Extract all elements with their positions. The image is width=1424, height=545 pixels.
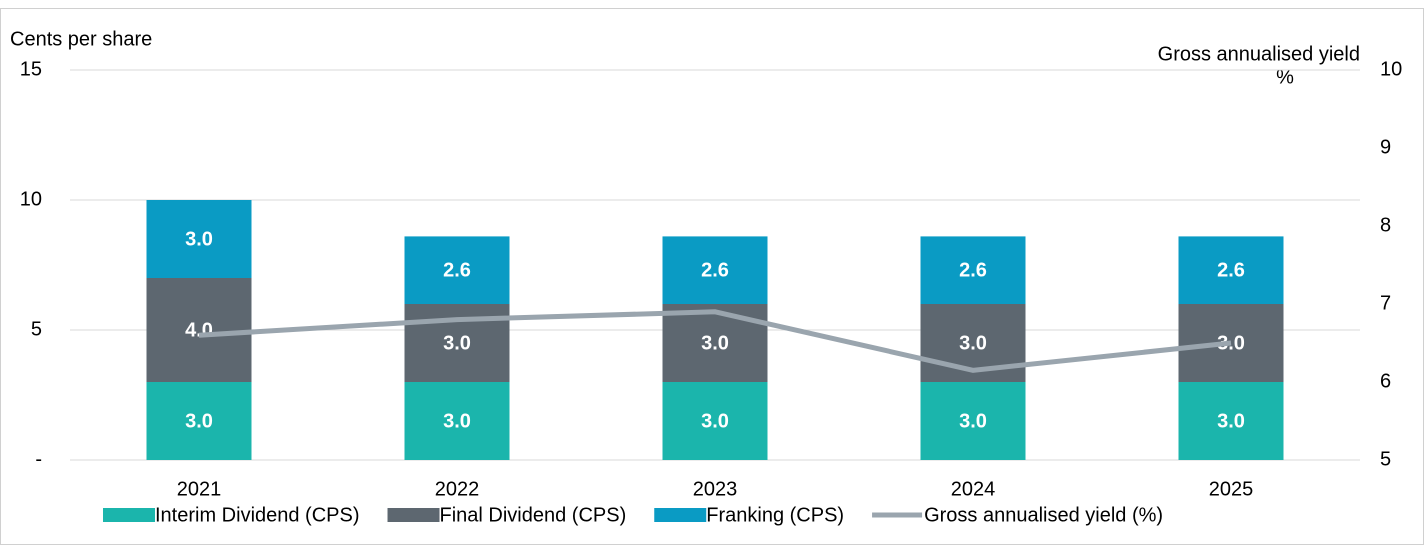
bar-segment (1178, 382, 1284, 460)
value-label: 4.0 (185, 319, 213, 341)
bar-segment (920, 382, 1026, 460)
value-label: 2.6 (443, 259, 471, 281)
value-label: 3.0 (185, 410, 213, 432)
value-label: 2.6 (701, 259, 729, 281)
value-label: 3.0 (701, 332, 729, 354)
legend-swatch (387, 508, 440, 522)
value-label: 3.0 (443, 410, 471, 432)
value-label: 3.0 (185, 228, 213, 250)
value-label: 3.0 (959, 410, 987, 432)
bar-segment (146, 382, 252, 460)
bar-segment (920, 236, 1026, 304)
bar-segment (662, 304, 768, 382)
y-tick-label: 10 (20, 188, 42, 210)
y2-axis-unit: % (1276, 66, 1294, 88)
legend-swatch (654, 508, 707, 522)
y-tick-label: 5 (31, 318, 42, 340)
value-label: 2.6 (959, 259, 987, 281)
x-tick-label: 2025 (1209, 478, 1254, 500)
y2-tick-label: 10 (1380, 58, 1402, 80)
y-tick-label: 15 (20, 58, 42, 80)
yield-line (198, 309, 1232, 373)
y2-axis-title: Gross annualised yield (1158, 43, 1360, 65)
x-tick-label: 2021 (177, 478, 222, 500)
y2-tick-label: 8 (1380, 214, 1391, 236)
legend-swatch (103, 508, 155, 522)
bar-segment (662, 382, 768, 460)
value-label: 3.0 (959, 332, 987, 354)
x-tick-label: 2024 (951, 478, 996, 500)
x-tick-label: 2023 (693, 478, 738, 500)
legend-label: Franking (CPS) (706, 504, 844, 526)
y-tick-label: - (35, 448, 42, 470)
bar-segment (404, 236, 510, 304)
y2-tick-label: 7 (1380, 292, 1391, 314)
value-label: 3.0 (701, 410, 729, 432)
value-label: 3.0 (443, 332, 471, 354)
legend-label: Gross annualised yield (%) (924, 504, 1163, 526)
value-label: 2.6 (1217, 259, 1245, 281)
y-axis-title: Cents per share (10, 28, 152, 50)
bar-segment (662, 236, 768, 304)
bar-segment (1178, 236, 1284, 304)
y2-tick-label: 9 (1380, 136, 1391, 158)
legend-label: Final Dividend (CPS) (440, 504, 627, 526)
y2-tick-label: 6 (1380, 370, 1391, 392)
bar-segment (146, 200, 252, 278)
legend-label: Interim Dividend (CPS) (155, 504, 360, 526)
bar-segment (146, 278, 252, 382)
x-tick-label: 2022 (435, 478, 480, 500)
value-label: 3.0 (1217, 410, 1245, 432)
bar-segment (404, 382, 510, 460)
y2-tick-label: 5 (1380, 448, 1391, 470)
